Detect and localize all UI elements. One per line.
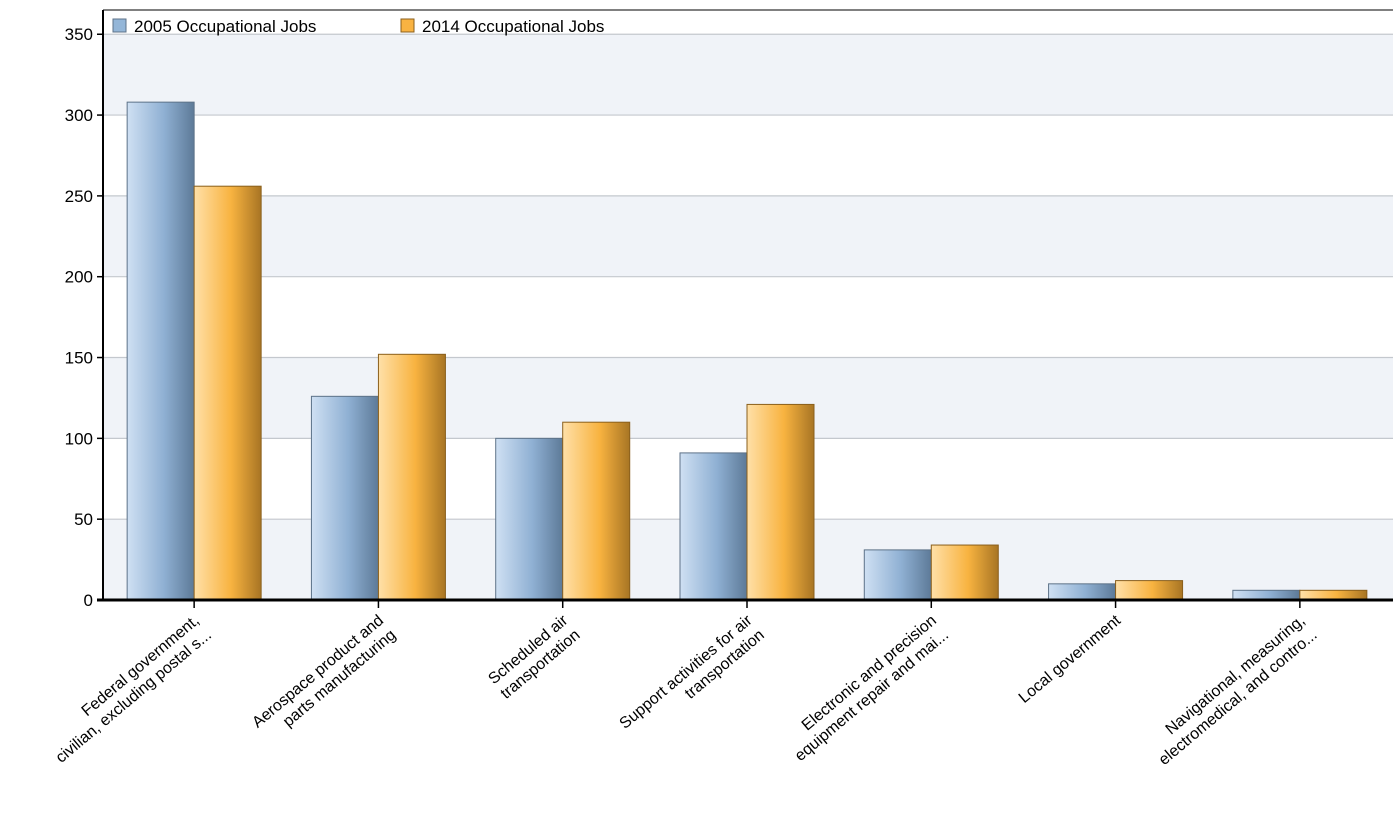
x-category-label-line: electromedical, and contro... bbox=[1156, 627, 1321, 769]
x-category-label: Aerospace product andparts manufacturing bbox=[249, 612, 399, 746]
x-category-label: Electronic and precisionequipment repair… bbox=[780, 612, 952, 765]
x-category-label-line: equipment repair and mai... bbox=[792, 627, 952, 765]
legend-swatch-1 bbox=[400, 18, 415, 33]
legend-swatch-0 bbox=[112, 18, 127, 33]
grid-band bbox=[103, 195, 1393, 277]
x-category-label: Federal government,civilian, excluding p… bbox=[41, 612, 215, 766]
bar-2014-1 bbox=[377, 353, 446, 601]
bar-2005-5 bbox=[1048, 583, 1117, 601]
bar-2014-0 bbox=[193, 185, 262, 601]
x-axis-category-labels: Federal government,civilian, excluding p… bbox=[41, 612, 1321, 769]
axes bbox=[97, 9, 1393, 608]
bars bbox=[126, 101, 1368, 601]
bar-2005-2 bbox=[495, 437, 564, 601]
y-tick-label: 350 bbox=[65, 25, 93, 44]
y-axis-tick-labels: 0 50 100 150 200 250 300 350 bbox=[65, 25, 93, 610]
x-category-label-line: Navigational, measuring, bbox=[1163, 612, 1309, 738]
x-category-label: Navigational, measuring,electromedical, … bbox=[1144, 612, 1321, 769]
x-category-label-line: Federal government, bbox=[79, 612, 203, 720]
y-tick-label: 250 bbox=[65, 187, 93, 206]
bar-2014-3 bbox=[746, 403, 815, 601]
bar-2005-3 bbox=[679, 452, 748, 601]
bar-2014-5 bbox=[1115, 580, 1184, 601]
legend-label-0: 2005 Occupational Jobs bbox=[134, 17, 316, 36]
bar-2005-4 bbox=[863, 549, 932, 601]
bar-2014-4 bbox=[930, 544, 999, 601]
x-category-label-line: Local government bbox=[1016, 612, 1125, 707]
bar-2014-2 bbox=[562, 421, 631, 601]
y-tick-label: 200 bbox=[65, 268, 93, 287]
legend-label-1: 2014 Occupational Jobs bbox=[422, 17, 604, 36]
x-category-label-line: Support activities for air bbox=[617, 612, 757, 733]
x-category-label-line: Electronic and precision bbox=[799, 612, 940, 734]
x-category-label: Support activities for airtransportation bbox=[617, 612, 769, 747]
legend: 2005 Occupational Jobs 2014 Occupational … bbox=[112, 17, 604, 36]
x-category-label: Scheduled airtransportation bbox=[485, 612, 584, 703]
y-tick-label: 100 bbox=[65, 429, 93, 448]
bar-2005-0 bbox=[126, 101, 195, 601]
y-tick-label: 150 bbox=[65, 349, 93, 368]
y-tick-label: 300 bbox=[65, 106, 93, 125]
y-tick-label: 50 bbox=[74, 510, 93, 529]
x-category-label-line: Aerospace product and bbox=[249, 612, 387, 731]
x-category-label: Local government bbox=[1016, 612, 1125, 707]
y-tick-label: 0 bbox=[84, 591, 93, 610]
x-category-label-line: civilian, excluding postal s... bbox=[53, 627, 215, 767]
bar-2005-1 bbox=[310, 395, 379, 601]
grid-band bbox=[103, 34, 1393, 116]
